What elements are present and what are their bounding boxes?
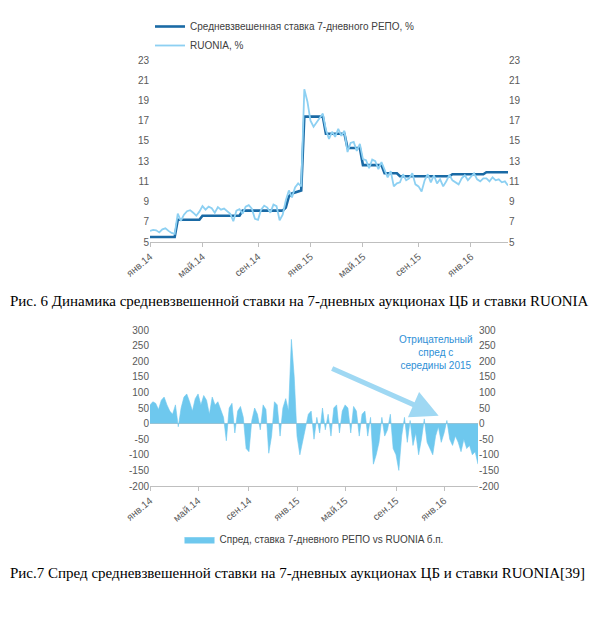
svg-text:май.14: май.14 (171, 495, 203, 524)
svg-text:-50: -50 (135, 434, 150, 445)
svg-text:100: 100 (132, 387, 149, 398)
svg-text:200: 200 (132, 356, 149, 367)
svg-text:май.15: май.15 (318, 495, 350, 524)
svg-text:23: 23 (138, 55, 150, 66)
svg-text:19: 19 (138, 95, 150, 106)
svg-text:200: 200 (479, 356, 496, 367)
svg-text:21: 21 (138, 75, 150, 86)
svg-text:-100: -100 (479, 449, 499, 460)
svg-text:9: 9 (143, 196, 149, 207)
svg-text:-200: -200 (129, 481, 149, 492)
svg-text:150: 150 (479, 371, 496, 382)
svg-text:май.14: май.14 (175, 251, 207, 280)
svg-text:50: 50 (138, 403, 150, 414)
svg-text:300: 300 (132, 325, 149, 336)
svg-text:сен.14: сен.14 (223, 495, 253, 523)
svg-text:янв.14: янв.14 (124, 251, 155, 279)
svg-text:янв.15: янв.15 (285, 251, 316, 279)
svg-text:13: 13 (509, 156, 521, 167)
svg-text:май.15: май.15 (336, 251, 368, 280)
svg-text:15: 15 (138, 135, 150, 146)
svg-text:11: 11 (509, 176, 520, 187)
svg-text:янв.16: янв.16 (418, 495, 449, 523)
svg-text:-150: -150 (479, 465, 499, 476)
svg-text:Отрицательныйспред ссередины 2: Отрицательныйспред ссередины 2015 (399, 334, 473, 371)
svg-text:7: 7 (143, 216, 149, 227)
svg-text:250: 250 (479, 340, 496, 351)
svg-text:-100: -100 (129, 449, 149, 460)
svg-text:сен.15: сен.15 (370, 495, 400, 523)
svg-text:19: 19 (509, 95, 521, 106)
svg-text:Средневзвешенная ставка 7-днев: Средневзвешенная ставка 7-дневного РЕПО,… (190, 21, 414, 32)
svg-text:250: 250 (132, 340, 149, 351)
html-text:Рис.7 Спред средневзвешенной с: Рис.7 Спред средневзвешенной ставки на 7… (10, 565, 586, 581)
svg-text:7: 7 (509, 216, 515, 227)
svg-text:0: 0 (479, 418, 485, 429)
html-text:Рис. 6 Динамика средневзвешенн: Рис. 6 Динамика средневзвешенной ставки … (10, 293, 589, 309)
svg-text:5: 5 (143, 237, 149, 248)
svg-text:-200: -200 (479, 481, 499, 492)
svg-text:23: 23 (509, 55, 521, 66)
svg-text:Спред, ставка 7-дневного РЕПО: Спред, ставка 7-дневного РЕПО vs RUONIA … (220, 534, 444, 545)
svg-text:-50: -50 (479, 434, 494, 445)
svg-text:-150: -150 (129, 465, 149, 476)
svg-text:21: 21 (509, 75, 521, 86)
svg-text:сен.14: сен.14 (232, 251, 262, 279)
svg-text:RUONIA, %: RUONIA, % (190, 40, 243, 51)
svg-text:9: 9 (509, 196, 515, 207)
svg-text:50: 50 (479, 403, 491, 414)
svg-text:17: 17 (138, 115, 150, 126)
svg-text:300: 300 (479, 325, 496, 336)
svg-text:13: 13 (138, 156, 150, 167)
svg-text:15: 15 (509, 135, 521, 146)
svg-text:сен.15: сен.15 (393, 251, 423, 279)
svg-text:17: 17 (509, 115, 521, 126)
svg-text:янв.16: янв.16 (445, 251, 476, 279)
svg-text:100: 100 (479, 387, 496, 398)
svg-text:янв.14: янв.14 (124, 495, 155, 523)
svg-text:0: 0 (143, 418, 149, 429)
svg-text:150: 150 (132, 371, 149, 382)
svg-text:янв.15: янв.15 (271, 495, 302, 523)
svg-text:11: 11 (139, 176, 150, 187)
svg-text:5: 5 (509, 237, 515, 248)
